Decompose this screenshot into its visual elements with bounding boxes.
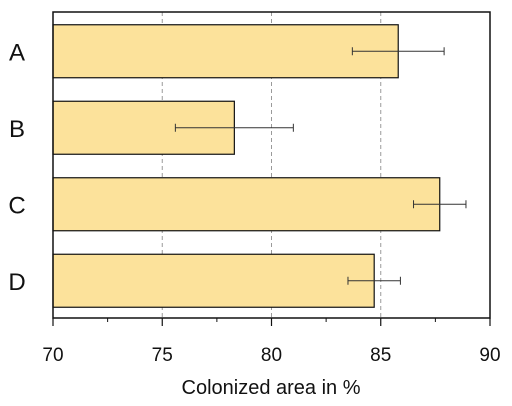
category-label-B: B: [9, 116, 25, 143]
category-label-C: C: [8, 192, 25, 219]
bars: [52, 24, 441, 308]
category-label-D: D: [8, 269, 25, 296]
bar-C: [52, 177, 441, 232]
category-labels: A B C D: [8, 39, 25, 296]
bar-A: [52, 24, 399, 79]
tick-label-80: 80: [261, 345, 282, 366]
x-axis-title: Colonized area in %: [182, 377, 361, 399]
tick-label-70: 70: [42, 345, 63, 366]
category-label-A: A: [9, 39, 25, 66]
tick-label-90: 90: [479, 345, 500, 366]
tick-label-85: 85: [370, 345, 391, 366]
bar-D: [52, 253, 375, 308]
x-axis-ticks: 70 75 80 85 90: [42, 318, 501, 366]
tick-label-75: 75: [152, 345, 173, 366]
error-bars: [174, 47, 467, 285]
